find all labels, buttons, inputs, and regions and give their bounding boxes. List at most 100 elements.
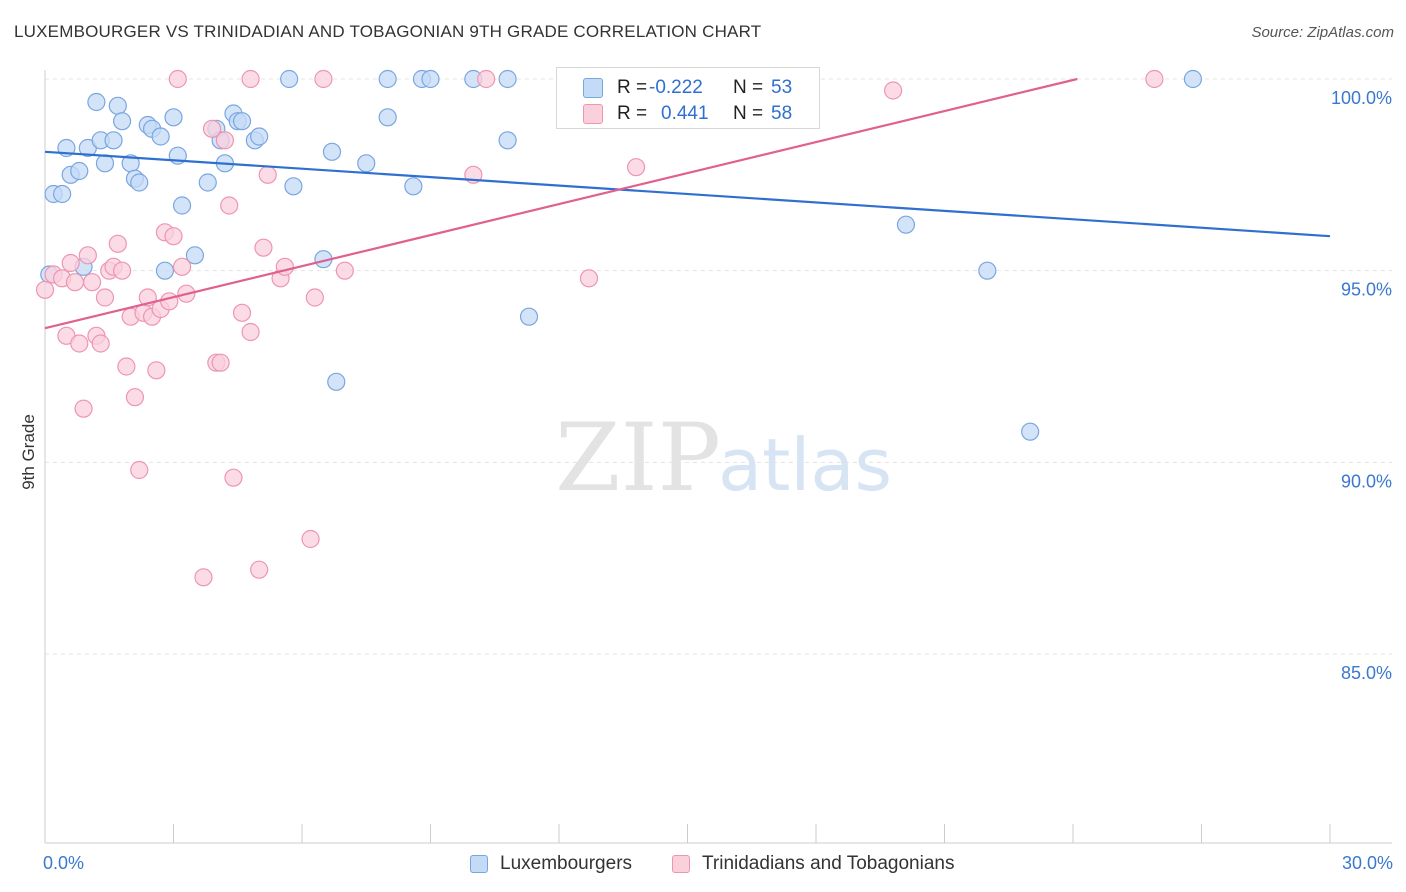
point-luxembourgers	[1183, 69, 1203, 89]
point-luxembourgers	[896, 215, 916, 234]
legend-item-luxembourgers[interactable]: Luxembourgers	[470, 853, 632, 875]
y-tick-label: 85.0%	[1341, 663, 1392, 683]
stats-n-value: 58	[771, 103, 793, 124]
point-luxembourgers	[519, 307, 539, 326]
x-tick-label: 30.0%	[1342, 853, 1393, 873]
point-luxembourgers	[284, 177, 303, 196]
point-luxembourgers	[322, 142, 342, 161]
point-trinidadians	[108, 234, 127, 253]
point-trinidadians	[112, 261, 132, 280]
legend-label-luxembourgers: Luxembourgers	[500, 853, 633, 874]
source-label: Source: ZipAtlas.com	[1251, 24, 1394, 41]
trend-line-luxembourgers	[44, 150, 1331, 238]
point-trinidadians	[215, 131, 234, 150]
watermark-zip: ZIP	[555, 404, 721, 513]
point-luxembourgers	[155, 261, 175, 280]
point-luxembourgers	[978, 261, 997, 280]
point-trinidadians	[1145, 69, 1164, 89]
trend-lines	[44, 77, 1331, 330]
point-luxembourgers	[498, 131, 517, 150]
point-luxembourgers	[198, 173, 217, 192]
point-trinidadians	[160, 292, 179, 311]
point-luxembourgers	[87, 92, 106, 112]
stats-n-value: 53	[771, 77, 793, 98]
chart-title: LUXEMBOURGER VS TRINIDADIAN AND TOBAGONI…	[14, 22, 762, 41]
legend: Luxembourgers Trinidadians and Tobagonia…	[0, 850, 1406, 880]
point-luxembourgers	[70, 161, 89, 181]
point-luxembourgers	[151, 127, 170, 146]
point-trinidadians	[220, 196, 239, 215]
x-tick-label: 0.0%	[43, 853, 84, 873]
point-luxembourgers	[404, 177, 423, 196]
data-points	[35, 69, 1203, 587]
point-luxembourgers	[185, 246, 205, 265]
stats-r-value: -0.222	[649, 77, 703, 98]
point-trinidadians	[147, 361, 166, 380]
stats-n-label: N =	[733, 77, 764, 98]
y-tick-label: 95.0%	[1341, 280, 1392, 300]
point-trinidadians	[65, 273, 85, 292]
point-trinidadians	[250, 560, 269, 579]
point-trinidadians	[335, 261, 354, 280]
stats-row-luxembourgers: R = -0.222 N = 53	[557, 75, 819, 101]
point-trinidadians	[579, 269, 599, 288]
point-trinidadians	[883, 81, 903, 100]
point-trinidadians	[95, 288, 115, 307]
point-trinidadians	[91, 334, 110, 353]
point-luxembourgers	[357, 154, 376, 173]
trend-line-trinidadians	[44, 77, 1078, 330]
point-trinidadians	[78, 246, 97, 265]
point-trinidadians	[314, 69, 333, 89]
point-trinidadians	[194, 568, 213, 587]
point-trinidadians	[241, 322, 260, 342]
point-luxembourgers	[232, 112, 252, 131]
point-trinidadians	[626, 158, 646, 177]
point-trinidadians	[301, 529, 320, 549]
stats-row-trinidadians: R = 0.441 N = 58	[557, 101, 819, 127]
point-trinidadians	[305, 288, 324, 307]
point-trinidadians	[258, 165, 277, 184]
point-trinidadians	[241, 69, 260, 89]
point-trinidadians	[130, 460, 149, 480]
point-trinidadians	[172, 257, 192, 276]
point-luxembourgers	[104, 131, 123, 150]
legend-swatch-trinidadians	[672, 855, 690, 873]
point-trinidadians	[477, 69, 496, 89]
legend-item-trinidadians[interactable]: Trinidadians and Tobagonians	[672, 853, 954, 875]
point-trinidadians	[61, 253, 80, 273]
point-trinidadians	[232, 303, 252, 322]
point-luxembourgers	[378, 69, 397, 89]
stats-r-label: R =	[617, 77, 648, 98]
point-trinidadians	[211, 353, 230, 372]
point-luxembourgers	[53, 184, 72, 204]
y-axis-label: 9th Grade	[19, 414, 38, 490]
y-tick-label: 90.0%	[1341, 471, 1392, 491]
stats-swatch-luxembourgers	[583, 78, 603, 98]
legend-swatch-luxembourgers	[470, 855, 488, 873]
point-luxembourgers	[172, 196, 192, 215]
point-trinidadians	[254, 238, 273, 257]
point-trinidadians	[117, 357, 136, 376]
point-luxembourgers	[280, 69, 299, 89]
point-trinidadians	[202, 119, 222, 138]
point-luxembourgers	[95, 154, 115, 173]
stats-r-value: 0.441	[661, 103, 709, 124]
point-trinidadians	[74, 399, 93, 418]
point-luxembourgers	[327, 372, 346, 391]
point-trinidadians	[70, 334, 89, 353]
point-luxembourgers	[250, 127, 269, 146]
point-luxembourgers	[1021, 422, 1040, 441]
watermark-atlas: atlas	[718, 423, 892, 507]
watermark: ZIP atlas	[555, 404, 892, 513]
point-trinidadians	[83, 273, 102, 292]
point-trinidadians	[125, 388, 145, 407]
point-trinidadians	[168, 69, 187, 89]
point-luxembourgers	[421, 69, 440, 89]
legend-label-trinidadians: Trinidadians and Tobagonians	[702, 853, 955, 874]
point-trinidadians	[164, 227, 183, 246]
point-luxembourgers	[378, 108, 397, 127]
stats-legend-box: R = -0.222 N = 53 R = 0.441 N = 58	[556, 67, 820, 129]
point-luxembourgers	[112, 112, 132, 131]
point-luxembourgers	[130, 173, 149, 192]
